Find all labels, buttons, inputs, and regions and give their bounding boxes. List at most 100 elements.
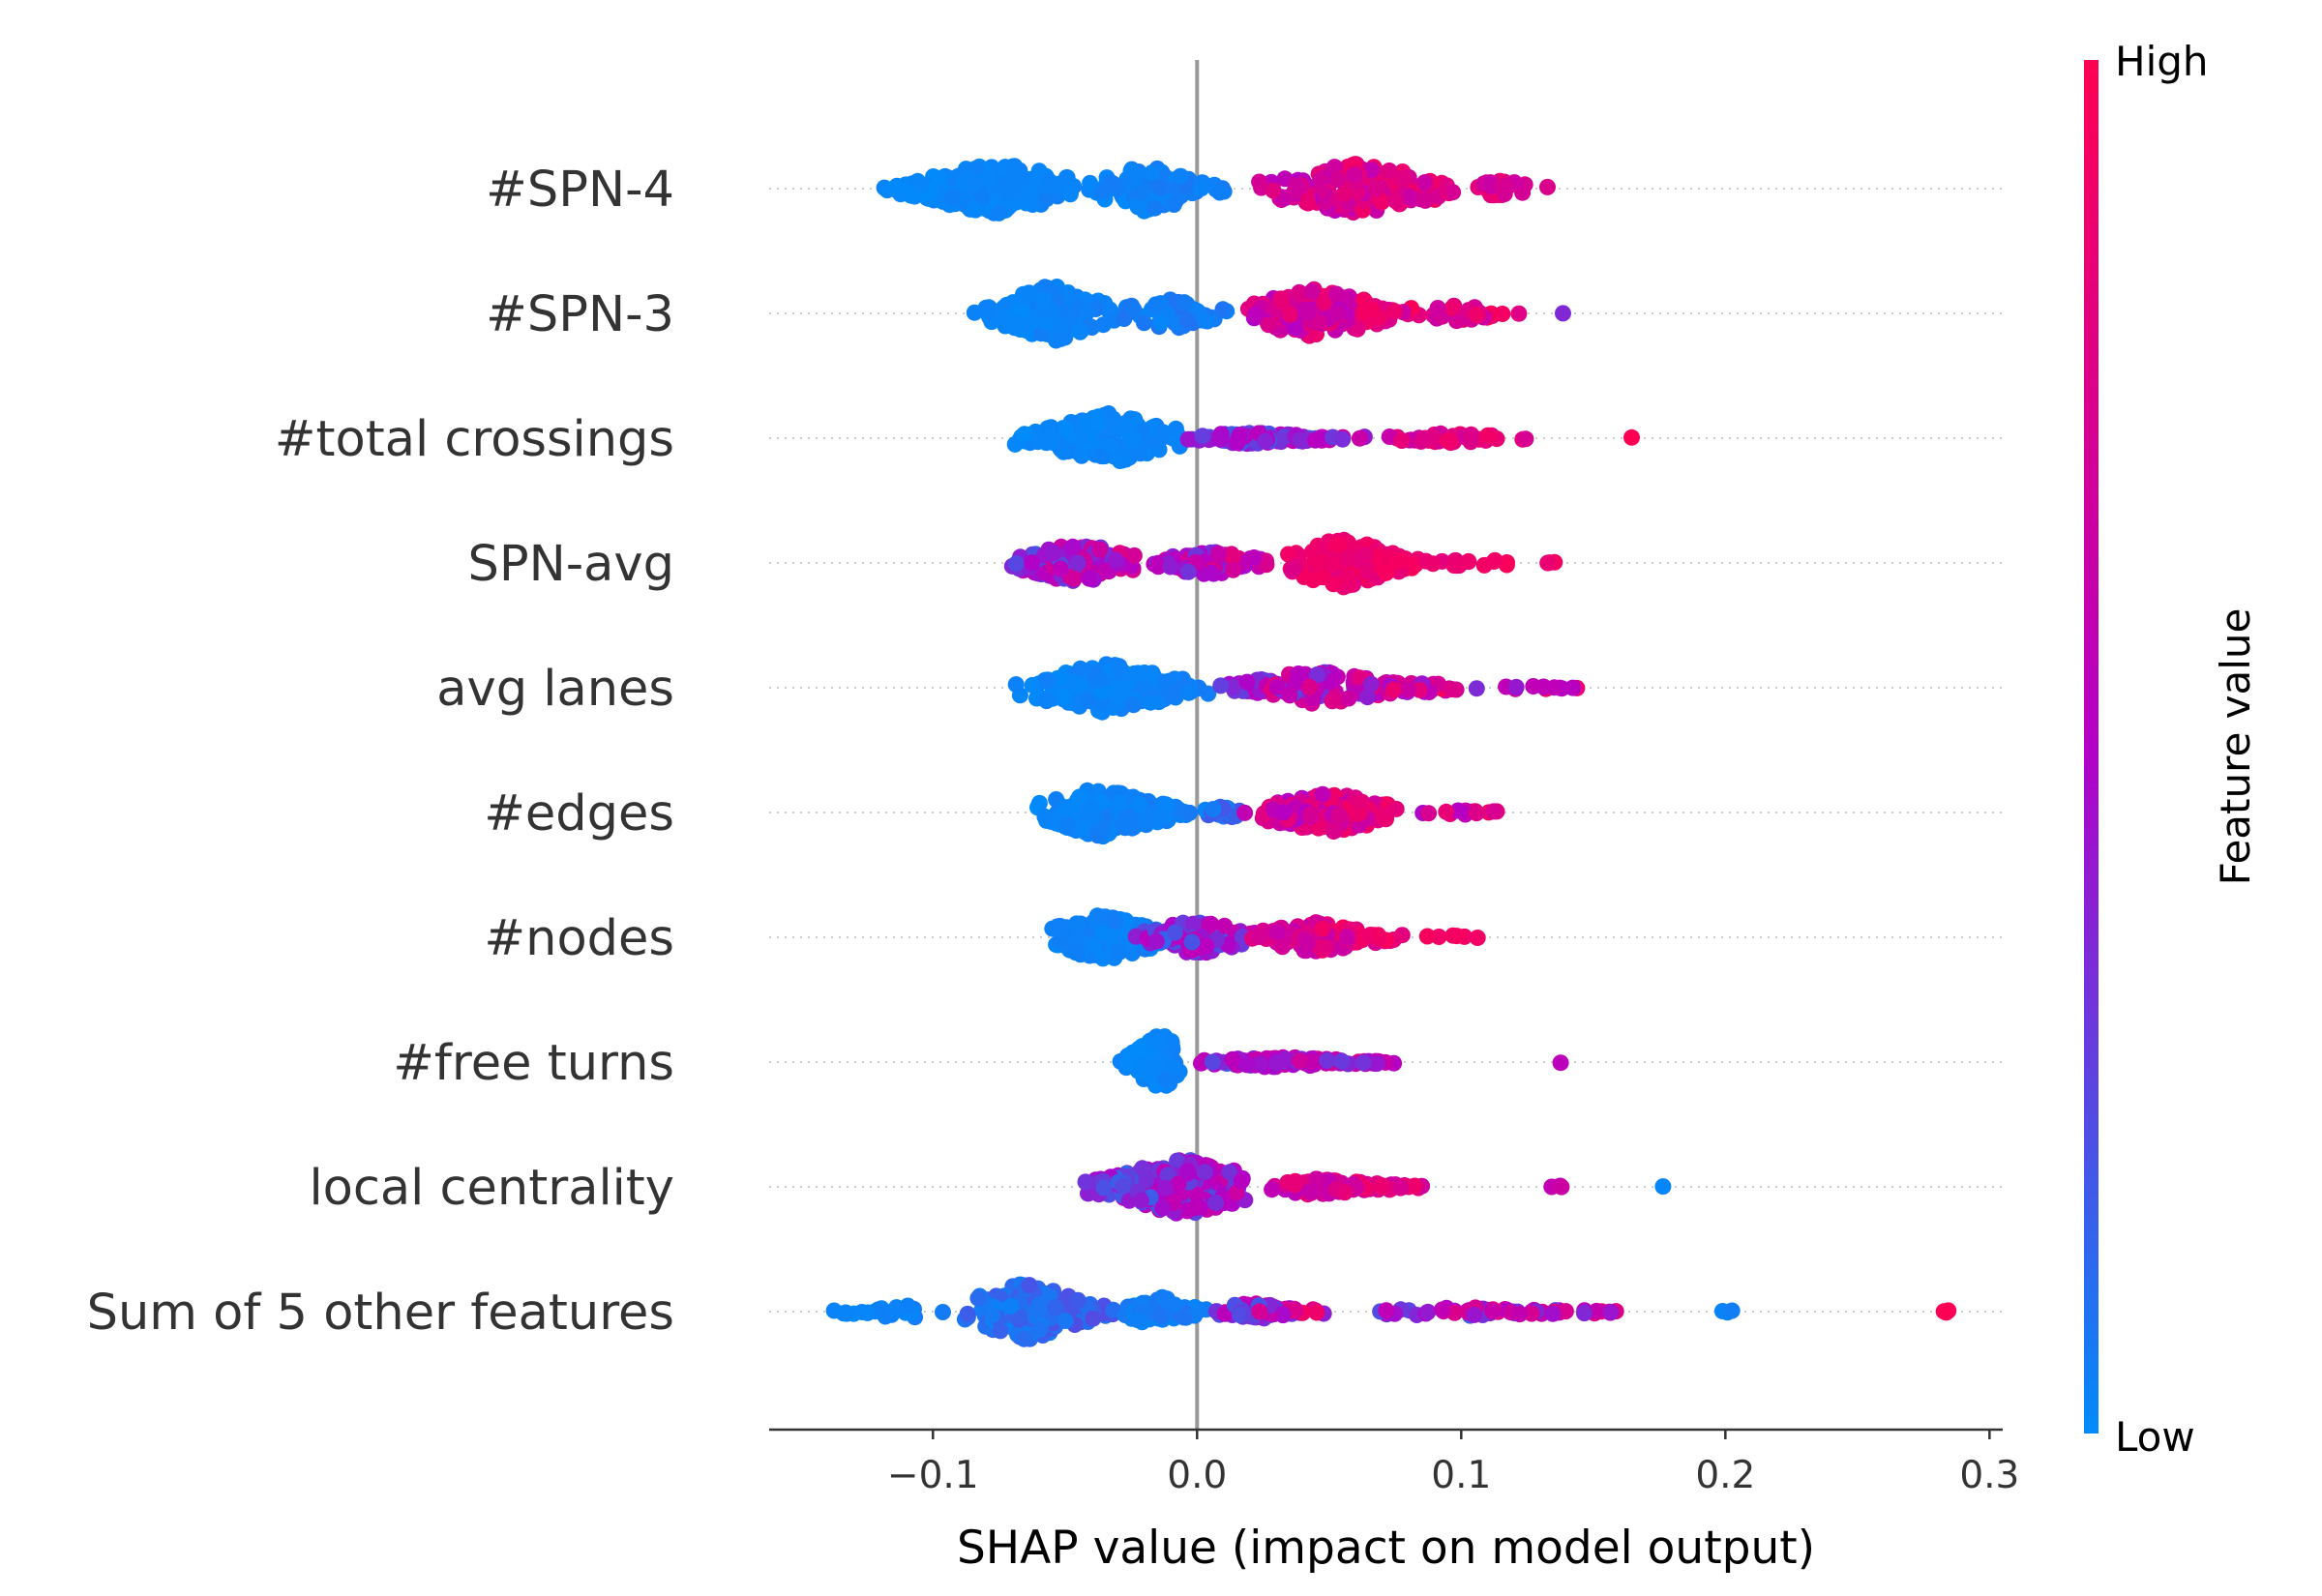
shap-point xyxy=(1417,552,1435,570)
shap-point xyxy=(1224,548,1241,566)
shap-point xyxy=(1302,1183,1320,1200)
shap-point xyxy=(1443,681,1460,697)
shap-point xyxy=(1069,1292,1087,1309)
shap-point xyxy=(1166,924,1183,941)
shap-point xyxy=(931,169,948,187)
shap-point xyxy=(1602,1304,1620,1321)
shap-point xyxy=(1006,163,1024,180)
shap-point xyxy=(1041,173,1058,191)
shap-point xyxy=(1356,547,1374,563)
shap-point xyxy=(1064,538,1082,555)
shap-point xyxy=(1552,1054,1569,1072)
shap-point xyxy=(1071,788,1088,806)
shap-point xyxy=(1179,1163,1197,1180)
shap-point xyxy=(1406,1177,1423,1195)
shap-point xyxy=(1468,680,1485,697)
shap-point xyxy=(1176,294,1193,311)
feature-row-points xyxy=(825,1276,1957,1347)
shap-point xyxy=(1016,426,1033,443)
shap-point xyxy=(1449,802,1467,819)
shap-point xyxy=(1031,432,1049,450)
shap-point xyxy=(1156,673,1174,691)
shap-point xyxy=(1069,554,1087,572)
shap-point xyxy=(1281,687,1298,704)
shap-point xyxy=(1250,929,1267,945)
shap-point xyxy=(1460,553,1477,571)
shap-point xyxy=(1335,185,1353,202)
shap-point xyxy=(984,1306,1000,1323)
shap-point xyxy=(1308,1170,1325,1188)
shap-point xyxy=(1439,432,1456,450)
shap-point xyxy=(1092,908,1110,926)
shap-point xyxy=(1388,553,1406,571)
shap-point xyxy=(1105,175,1121,192)
feature-row-points xyxy=(966,279,1571,349)
shap-point xyxy=(1053,330,1070,347)
shap-point xyxy=(1245,549,1263,566)
shap-point xyxy=(1444,927,1462,944)
shap-point xyxy=(1114,686,1131,702)
shap-point xyxy=(1133,1192,1149,1209)
feature-row-points xyxy=(1029,782,1505,845)
shap-point xyxy=(1007,676,1025,694)
shap-point xyxy=(1251,173,1268,191)
shap-point xyxy=(1265,182,1282,199)
shap-point xyxy=(1510,305,1528,322)
shap-point xyxy=(1085,1310,1102,1327)
feature-row-points xyxy=(1003,531,1563,596)
shap-point xyxy=(1445,557,1463,574)
shap-point xyxy=(1327,285,1345,303)
shap-point xyxy=(1125,696,1143,714)
shap-point xyxy=(1546,679,1563,696)
feature-row-points xyxy=(1044,907,1486,967)
shap-point xyxy=(1121,1049,1138,1065)
colorbar-title: Feature value xyxy=(2212,608,2259,886)
shap-point xyxy=(1069,942,1087,960)
shap-point xyxy=(1362,675,1380,693)
shap-point xyxy=(1238,673,1256,691)
shap-point xyxy=(1363,301,1381,318)
shap-point xyxy=(1031,1321,1049,1339)
shap-point xyxy=(954,175,971,192)
shap-point xyxy=(1022,191,1039,207)
shap-point xyxy=(1072,323,1088,340)
shap-point xyxy=(1416,174,1434,192)
shap-point xyxy=(1095,1179,1113,1197)
shap-point xyxy=(1024,676,1041,694)
shap-point xyxy=(1178,311,1196,329)
shap-point xyxy=(1484,1303,1501,1319)
x-tick-label: −0.1 xyxy=(887,1454,979,1497)
colorbar-low-label: Low xyxy=(2115,1413,2195,1461)
shap-point xyxy=(1043,427,1060,444)
shap-point xyxy=(1046,303,1063,320)
colorbar-high-label: High xyxy=(2115,38,2209,85)
shap-point xyxy=(1167,420,1184,437)
shap-point xyxy=(1274,1306,1292,1323)
shap-point xyxy=(1268,678,1286,695)
shap-point xyxy=(1216,917,1234,934)
shap-point xyxy=(1280,546,1297,563)
row-gridlines xyxy=(769,188,2003,1313)
shap-point xyxy=(1444,300,1461,316)
shap-point xyxy=(1387,192,1404,210)
shap-point xyxy=(1165,196,1182,213)
shap-point xyxy=(1093,684,1110,700)
shap-point xyxy=(1393,432,1411,449)
shap-point xyxy=(1394,169,1412,187)
shap-point xyxy=(1173,167,1189,185)
shap-point xyxy=(1133,184,1150,201)
shap-point xyxy=(1469,930,1486,946)
shap-point xyxy=(899,182,915,199)
shap-point xyxy=(967,201,984,219)
shap-point xyxy=(1221,1164,1238,1181)
shap-point xyxy=(1089,415,1107,432)
shap-point xyxy=(993,310,1010,327)
shap-point xyxy=(1325,555,1342,573)
shap-point xyxy=(1557,1303,1574,1320)
shap-point xyxy=(1319,1052,1336,1069)
feature-label: #SPN-3 xyxy=(486,286,674,343)
shap-point xyxy=(1373,1178,1390,1196)
x-tick-label: 0.3 xyxy=(1959,1454,2019,1497)
shap-point xyxy=(1102,437,1119,455)
